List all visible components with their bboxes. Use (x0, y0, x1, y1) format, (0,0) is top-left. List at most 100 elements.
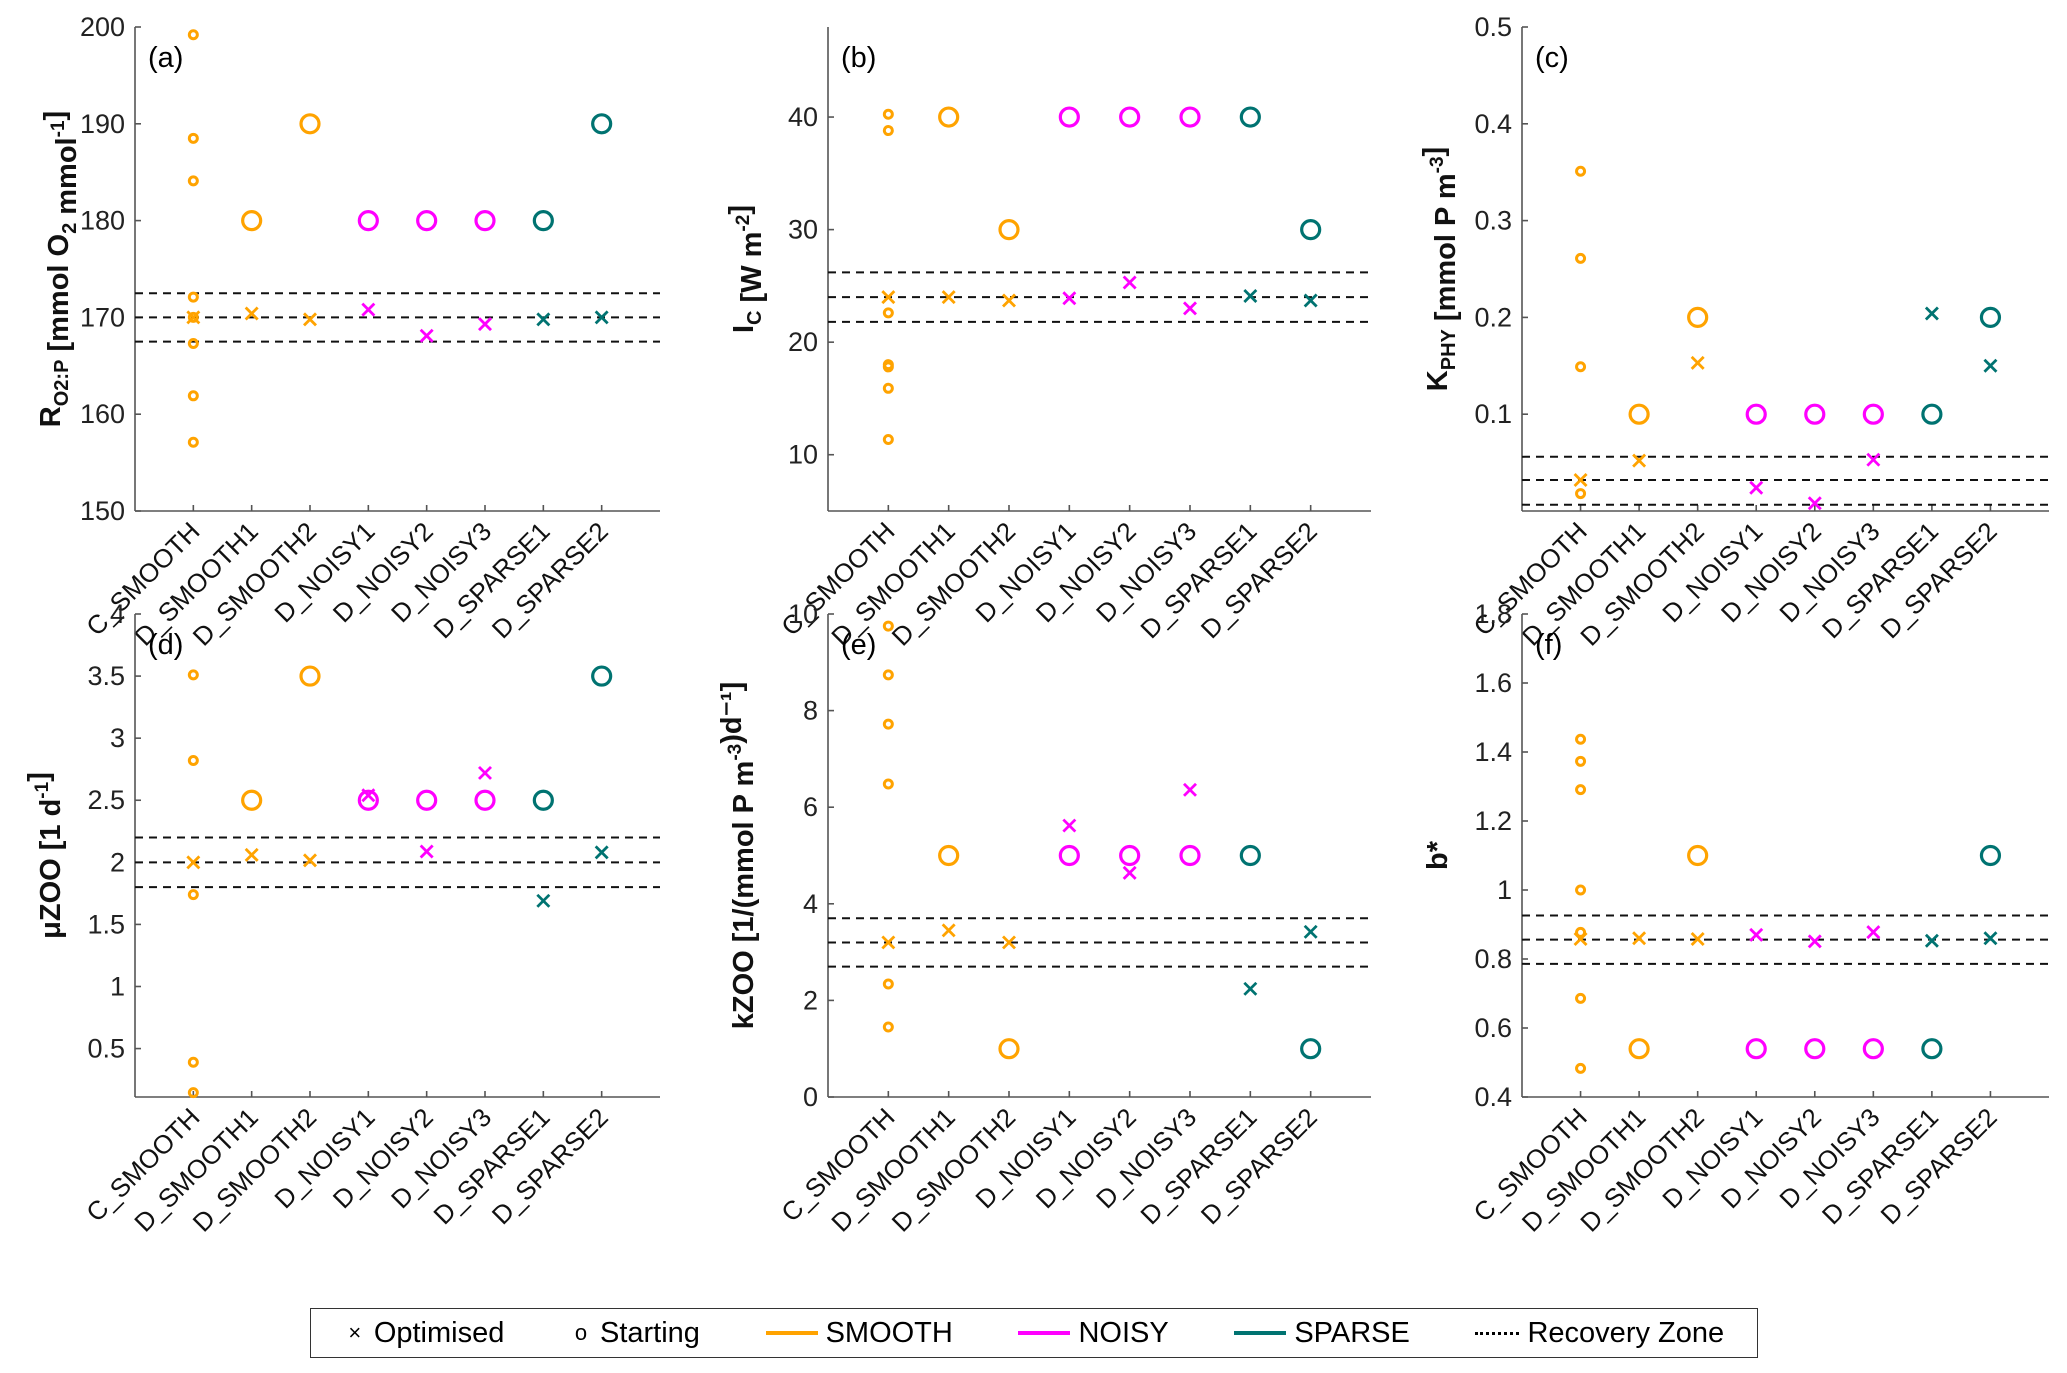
y-tick-label: 1.6 (1474, 668, 1512, 698)
optimised-point (419, 844, 434, 859)
optimised-point (478, 765, 492, 780)
starting-point-small (187, 338, 199, 350)
cross-stroke (186, 855, 201, 870)
label-part: μZOO (35, 858, 67, 939)
starting-point-small (187, 291, 199, 303)
y-tick-label: 1.2 (1474, 806, 1512, 836)
cross-stroke (1807, 934, 1822, 949)
starting-point (1745, 1038, 1767, 1060)
starting-point-small (882, 620, 894, 632)
cross-stroke (1303, 924, 1318, 939)
y-tick-label: 0 (803, 1082, 818, 1112)
optimised-point (186, 855, 201, 870)
panel-letter: (f) (1535, 629, 1562, 661)
panel-f: 0.40.60.811.21.41.61.8C_SMOOTHD_SMOOTH1D… (1422, 599, 2049, 1238)
y-tick-label: 150 (80, 496, 125, 526)
optimised-point (1183, 782, 1197, 797)
starting-point (357, 210, 379, 232)
y-tick-label: 180 (80, 206, 125, 236)
optimised-point (1632, 931, 1647, 946)
starting-point (474, 789, 496, 811)
cross-stroke (419, 844, 434, 859)
starting-point (1921, 1038, 1943, 1060)
label-part: K (1422, 370, 1454, 391)
cross-stroke (1807, 496, 1822, 511)
sparse-line-icon (1234, 1331, 1287, 1335)
y-tick-label: 2 (803, 985, 818, 1015)
starting-point-small (1575, 926, 1587, 938)
legend-label: SPARSE (1294, 1316, 1410, 1349)
y-tick-label: 0.2 (1474, 302, 1512, 332)
label-sub: C (744, 311, 766, 325)
starting-point (241, 789, 263, 811)
cross-stroke (941, 290, 956, 305)
starting-point-small (1575, 784, 1587, 796)
cross-stroke (1062, 291, 1077, 306)
cross-stroke (1749, 480, 1764, 495)
label-part: b* (1422, 840, 1454, 870)
optimised-point (419, 328, 434, 343)
cross-stroke (1866, 925, 1881, 940)
starting-point (1862, 1038, 1884, 1060)
starting-point-small (187, 175, 199, 187)
y-tick-label: 2 (110, 847, 125, 877)
starting-point-small (1575, 992, 1587, 1004)
optimised-point (244, 306, 259, 321)
cross-stroke (1573, 932, 1588, 946)
starting-point (299, 665, 321, 687)
y-axis-label: b* (1422, 840, 1454, 870)
starting-point-small (882, 778, 894, 790)
label-part: [W m (736, 232, 768, 311)
starting-point (416, 789, 438, 811)
starting-point (1300, 1038, 1322, 1060)
cross-stroke (1983, 931, 1998, 946)
y-tick-label: 0.4 (1474, 1082, 1512, 1112)
cross-stroke (1573, 473, 1588, 488)
cross-stroke (1183, 782, 1197, 797)
y-tick-label: 0.4 (1474, 109, 1512, 139)
label-part: )d⁻¹] (716, 682, 748, 744)
y-tick-label: 0.5 (1474, 12, 1512, 42)
cross-stroke (594, 310, 609, 325)
label-part: R (35, 406, 67, 427)
y-axis-label: RO2:P [mmol O2 mmol-1] (35, 111, 83, 427)
cross-stroke (244, 847, 259, 862)
label-part: ] (1418, 147, 1450, 157)
y-tick-label: 2.5 (87, 785, 125, 815)
optimised-point (594, 845, 609, 860)
cross-stroke (1924, 306, 1939, 321)
starting-point (998, 219, 1020, 241)
starting-point (1179, 106, 1201, 128)
starting-point-small (1575, 361, 1587, 373)
label-sup: -3 (725, 744, 746, 761)
optimised-point (941, 923, 956, 938)
optimised-point (881, 935, 896, 950)
starting-point-small (882, 382, 894, 394)
cross-stroke (1122, 275, 1137, 290)
optimised-point (1303, 293, 1318, 308)
optimised-point (594, 310, 609, 325)
legend-item-noisy: NOISY (1018, 1317, 1169, 1350)
legend-label: Recovery Zone (1527, 1316, 1725, 1349)
starting-point-small (882, 361, 894, 373)
y-tick-label: 20 (788, 327, 818, 357)
starting-point-small (187, 436, 199, 448)
y-tick-label: 1.4 (1474, 737, 1512, 767)
starting-point-small (882, 434, 894, 446)
legend-item-sparse: SPARSE (1234, 1317, 1410, 1350)
panel-e: 0246810C_SMOOTHD_SMOOTH1D_SMOOTH2D_NOISY… (716, 599, 1371, 1238)
optimised-point (1924, 933, 1939, 948)
cross-stroke (1243, 289, 1258, 304)
optimised-point (1002, 293, 1016, 308)
cross-stroke (1749, 927, 1764, 942)
optimised-point (1573, 473, 1588, 488)
optimised-point (1243, 981, 1258, 996)
starting-point-small (882, 307, 894, 319)
optimised-point (1807, 496, 1822, 511)
y-tick-label: 4 (803, 889, 818, 919)
starting-point-small (882, 718, 894, 730)
optimised-point (881, 290, 896, 305)
cross-stroke (186, 310, 201, 325)
optimised-point (361, 302, 376, 317)
cross-stroke (1924, 933, 1939, 948)
